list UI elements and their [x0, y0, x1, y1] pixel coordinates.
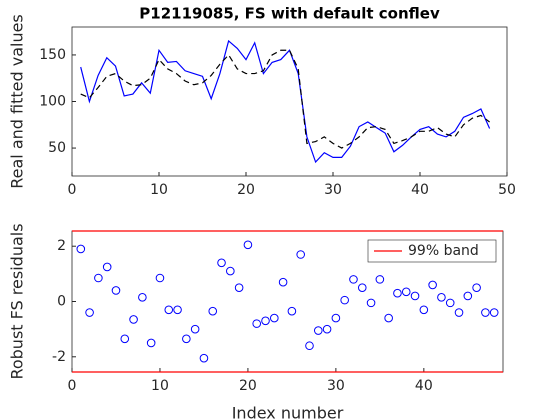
point — [243, 240, 253, 250]
point — [357, 283, 367, 292]
legend-label: 99% band — [408, 243, 479, 259]
point — [305, 341, 314, 351]
point — [261, 316, 270, 326]
point — [199, 353, 209, 363]
point — [120, 334, 130, 344]
point — [481, 308, 490, 317]
y-axis-label: Robust FS residuals — [8, 223, 27, 379]
point — [146, 338, 156, 348]
y-tick-label: 0 — [57, 294, 66, 310]
point — [173, 305, 182, 315]
x-tick-label: 0 — [68, 378, 77, 394]
x-tick-label: 30 — [327, 378, 345, 394]
point — [375, 275, 385, 284]
point — [182, 334, 191, 344]
y-tick-label: 2 — [57, 238, 66, 254]
point — [340, 295, 349, 305]
point — [428, 280, 437, 290]
x-tick-label: 30 — [324, 182, 342, 198]
data-line — [80, 39, 491, 164]
point — [410, 291, 420, 301]
y-axis-label: Real and fitted values — [8, 14, 27, 189]
point — [85, 308, 94, 317]
point — [419, 305, 429, 315]
x-tick-label: 10 — [151, 378, 169, 394]
x-tick-label: 0 — [68, 182, 77, 198]
point — [252, 319, 262, 328]
point — [138, 293, 147, 302]
y-tick-label: -2 — [52, 349, 66, 365]
point — [76, 244, 86, 254]
point — [463, 291, 473, 301]
point — [129, 315, 138, 324]
point — [401, 287, 411, 297]
y-tick-label: 150 — [39, 47, 66, 63]
point — [445, 298, 455, 308]
point — [331, 313, 341, 323]
point — [287, 306, 297, 316]
point — [217, 258, 226, 268]
y-tick-label: 50 — [48, 140, 66, 156]
x-tick-label: 10 — [150, 182, 168, 198]
y-tick-label: 100 — [39, 94, 66, 110]
point — [489, 308, 499, 317]
point — [234, 283, 244, 292]
point — [102, 262, 112, 272]
point — [270, 313, 279, 323]
point — [349, 275, 358, 284]
point — [208, 306, 218, 316]
x-tick-label: 40 — [411, 182, 429, 198]
axes-box — [71, 26, 508, 177]
chart-title: P12119085, FS with default conflev — [139, 5, 440, 23]
point — [437, 293, 446, 302]
point — [190, 324, 200, 334]
point — [111, 286, 121, 295]
x-tick-label: 20 — [237, 182, 255, 198]
legend-box — [367, 239, 497, 263]
point — [384, 313, 393, 323]
point — [472, 283, 481, 292]
point — [366, 298, 376, 308]
point — [155, 273, 165, 283]
point — [226, 266, 235, 276]
x-axis-label: Index number — [232, 404, 344, 420]
point — [313, 326, 323, 335]
x-tick-label: 50 — [498, 182, 516, 198]
point — [322, 324, 332, 334]
point — [296, 250, 305, 259]
point — [278, 277, 288, 287]
point — [94, 273, 103, 283]
point — [164, 305, 174, 315]
point — [454, 308, 464, 317]
data-line — [80, 49, 490, 149]
x-tick-label: 20 — [239, 378, 257, 394]
x-tick-label: 40 — [415, 378, 433, 394]
point — [393, 288, 402, 298]
